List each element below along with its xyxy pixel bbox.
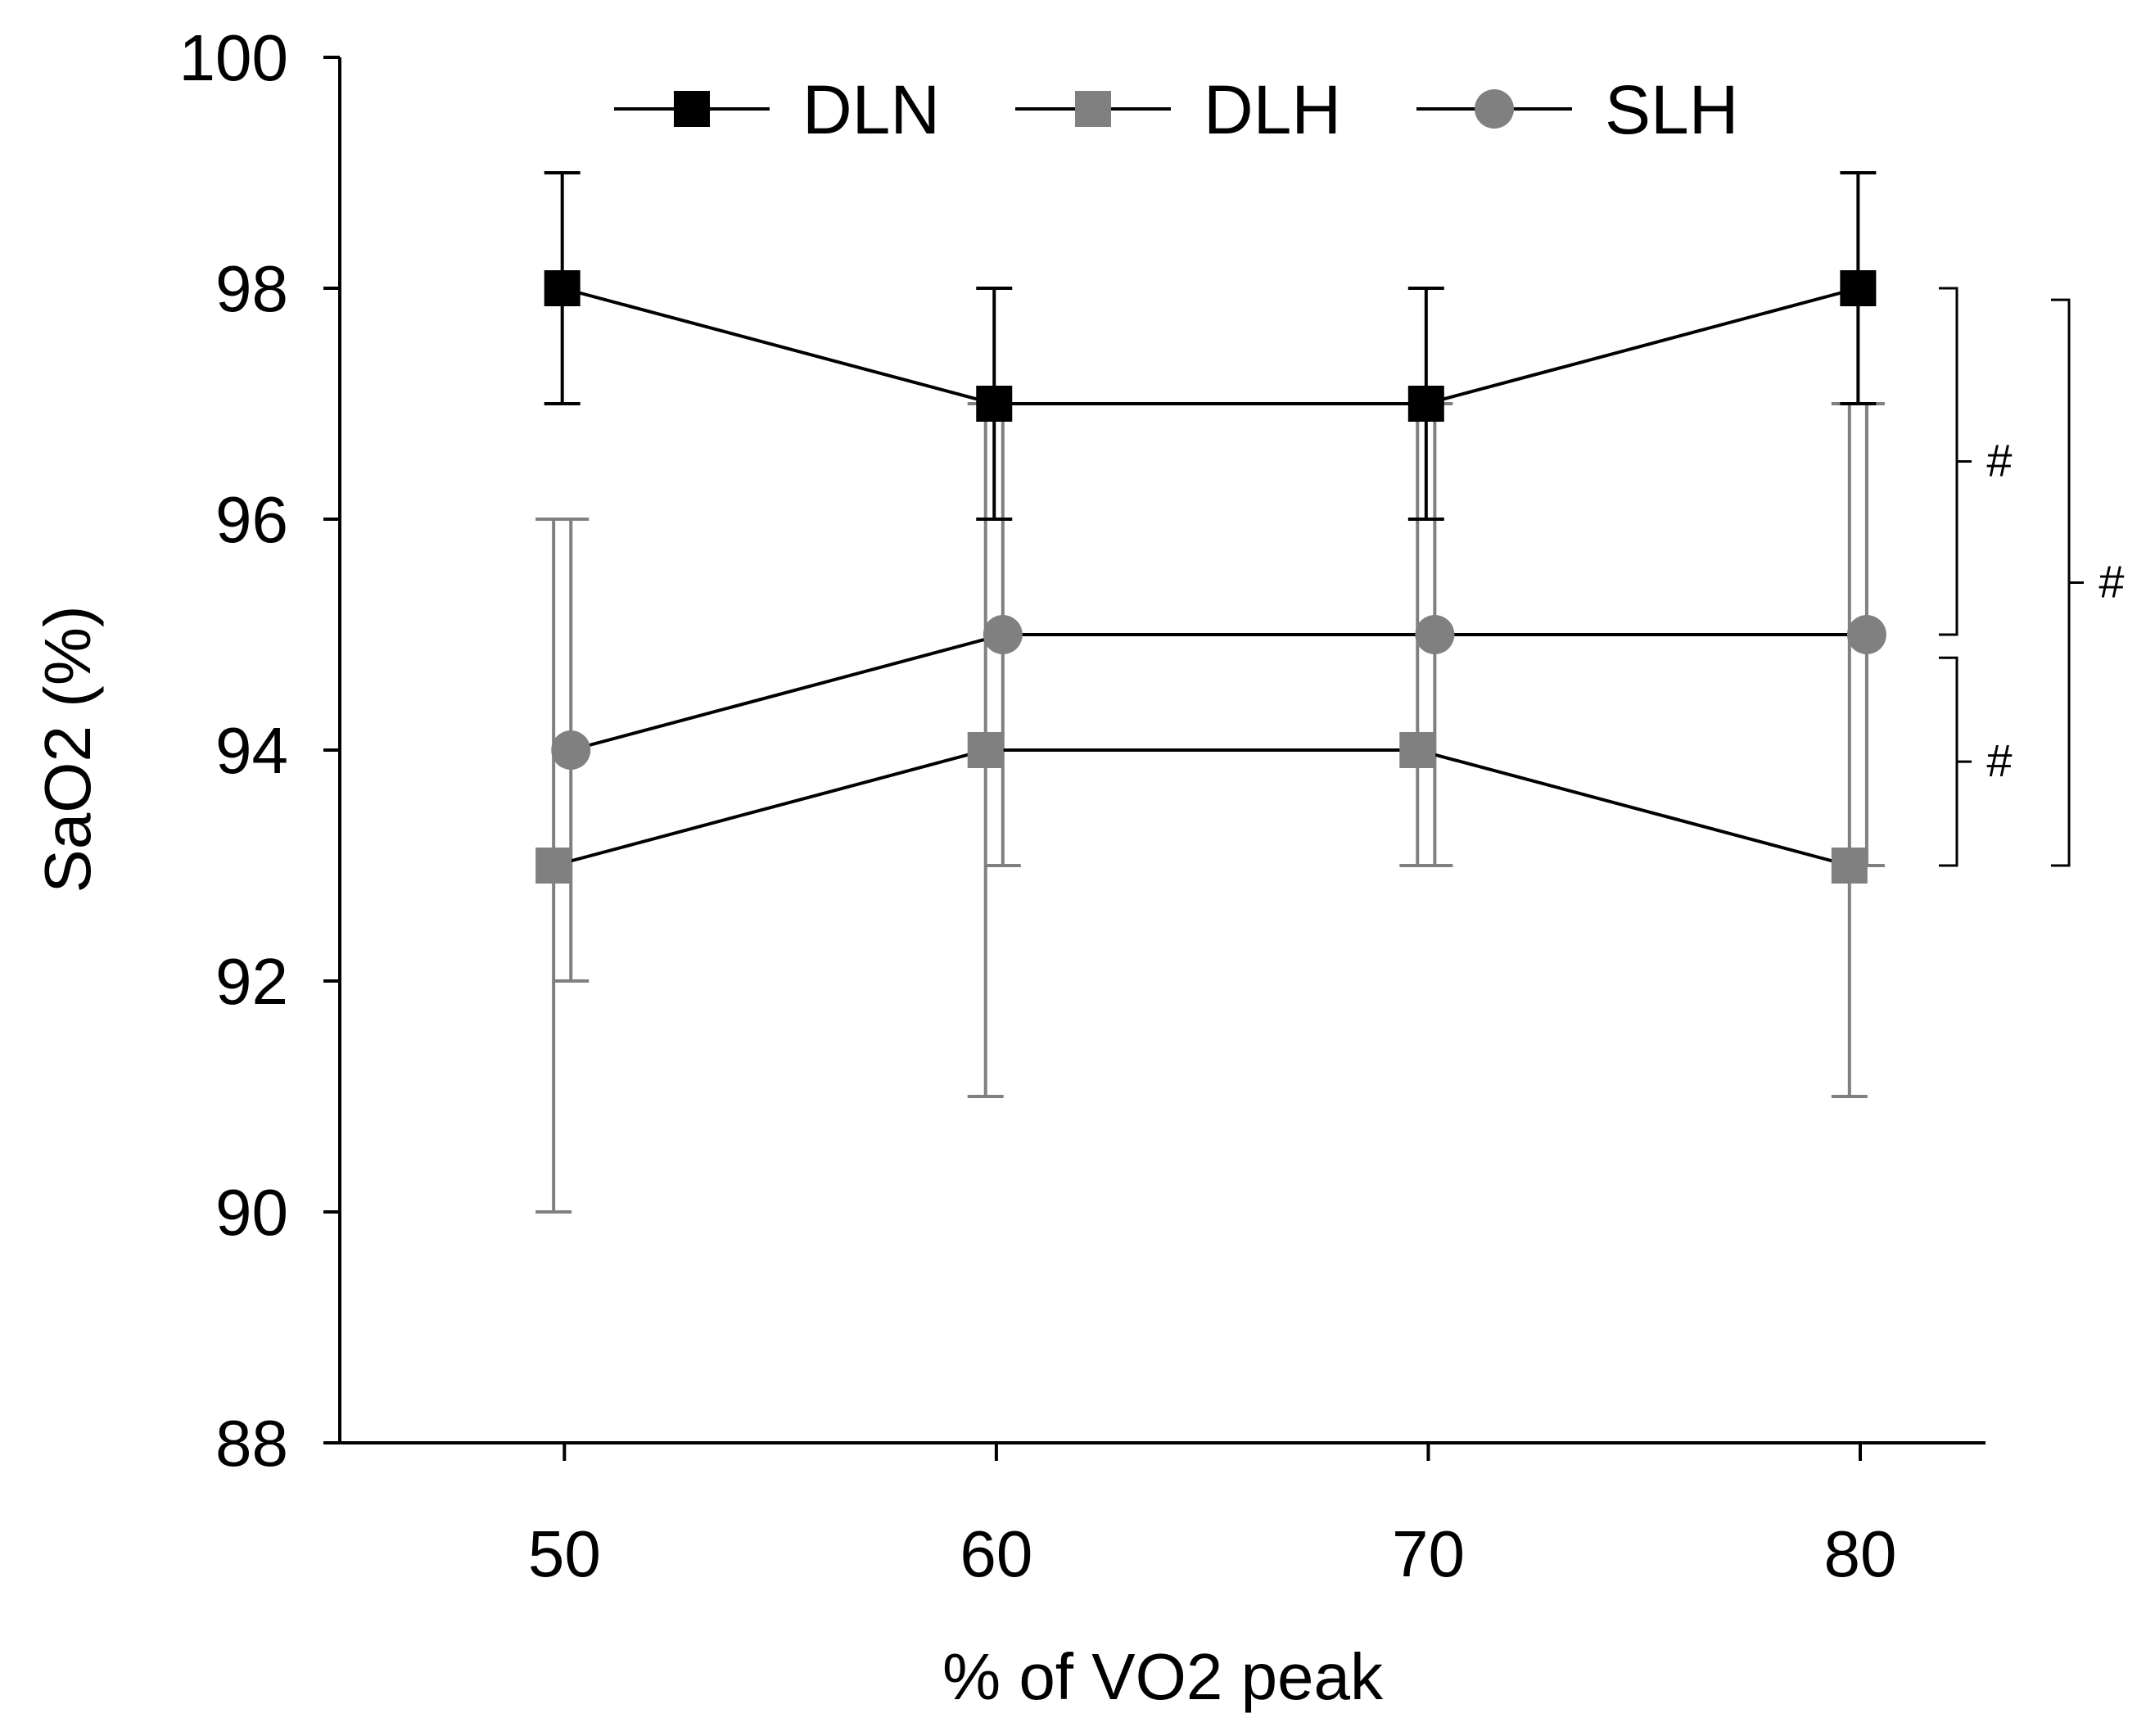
significance-label: # <box>1986 435 2012 486</box>
data-point-dln <box>544 270 581 306</box>
error-bar-dlh <box>1831 402 1868 1098</box>
series-line-dln <box>562 287 1859 405</box>
data-point-dln <box>1407 386 1444 422</box>
data-point-slh <box>551 730 591 770</box>
y-tick-label: 100 <box>179 21 288 94</box>
data-point-dln <box>1840 270 1877 306</box>
legend-marker-dln <box>674 91 710 127</box>
series-line-slh <box>570 633 1867 752</box>
x-tick-label: 60 <box>960 1517 1032 1590</box>
y-tick-label: 90 <box>215 1176 288 1249</box>
data-point-slh <box>1846 615 1886 654</box>
data-point-dlh <box>1831 848 1868 884</box>
significance-label: # <box>1986 735 2012 786</box>
significance-bracket <box>1939 656 1972 867</box>
y-tick-label: 94 <box>215 714 288 787</box>
series-line-dlh <box>553 748 1850 867</box>
legend-item-slh: SLH <box>1416 71 1738 148</box>
x-tick-label: 50 <box>528 1517 601 1590</box>
x-tick-label: 80 <box>1824 1517 1897 1590</box>
y-axis-label: SaO2 (%) <box>31 605 104 893</box>
significance-bracket <box>2051 298 2084 867</box>
legend-item-dlh: DLH <box>1015 71 1341 148</box>
y-tick-label: 92 <box>215 945 288 1018</box>
significance-label: # <box>2099 556 2124 608</box>
data-point-dln <box>976 386 1013 422</box>
x-tick-label: 70 <box>1392 1517 1465 1590</box>
legend-marker-dlh <box>1075 91 1111 127</box>
data-point-dlh <box>535 848 572 884</box>
data-point-slh <box>983 615 1023 654</box>
legend-item-dln: DLN <box>614 71 940 148</box>
y-tick-label: 96 <box>215 483 288 556</box>
data-point-slh <box>1415 615 1455 654</box>
legend-label: SLH <box>1605 71 1738 148</box>
x-axis-label: % of VO2 peak <box>942 1640 1384 1713</box>
y-tick-label: 98 <box>215 252 288 325</box>
legend-label: DLN <box>802 71 940 148</box>
legend-marker-slh <box>1475 89 1514 129</box>
data-point-dlh <box>1399 732 1436 768</box>
significance-bracket <box>1939 287 1972 636</box>
y-tick-label: 88 <box>215 1407 288 1480</box>
data-point-dlh <box>967 732 1004 768</box>
legend-label: DLH <box>1204 71 1341 148</box>
